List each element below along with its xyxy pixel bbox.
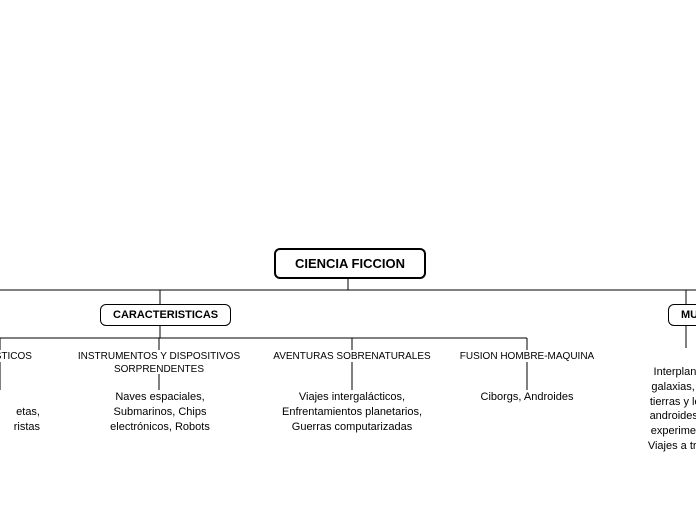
cat-aventuras: AVENTURAS SOBRENATURALES xyxy=(272,350,432,363)
cat-asticos: ASTICOS xyxy=(0,350,40,363)
root-label: CIENCIA FICCION xyxy=(295,256,405,271)
leaf-instrumentos: Naves espaciales, Submarinos, Chips elec… xyxy=(90,390,230,435)
leaf-aventuras: Viajes intergalácticos, Enfrentamientos … xyxy=(277,390,427,435)
branch-mu-label: MU xyxy=(681,309,696,321)
leaf-instrumentos-text: Naves espaciales, Submarinos, Chips elec… xyxy=(110,391,210,433)
cat-asticos-label: ASTICOS xyxy=(0,351,32,362)
leaf-aventuras-text: Viajes intergalácticos, Enfrentamientos … xyxy=(282,391,422,433)
leaf-asticos-text: etas, ristas xyxy=(14,406,40,433)
leaf-asticos: etas, ristas xyxy=(0,390,40,435)
leaf-mu-text: Interplane galaxias, A tierras y los and… xyxy=(648,366,696,452)
leaf-mu: Interplane galaxias, A tierras y los and… xyxy=(618,350,696,454)
branch-caracteristicas: CARACTERISTICAS xyxy=(100,304,231,326)
leaf-fusion: Ciborgs, Androides xyxy=(460,390,594,405)
cat-instrumentos-label: INSTRUMENTOS Y DISPOSITIVOS SORPRENDENTE… xyxy=(78,351,240,375)
cat-fusion-label: FUSION HOMBRE-MAQUINA xyxy=(460,351,594,362)
cat-fusion: FUSION HOMBRE-MAQUINA xyxy=(452,350,602,363)
leaf-fusion-text: Ciborgs, Androides xyxy=(481,391,574,403)
diagram-canvas: CIENCIA FICCION CARACTERISTICAS MU ASTIC… xyxy=(0,0,696,520)
branch-mu: MU xyxy=(668,304,696,326)
cat-instrumentos: INSTRUMENTOS Y DISPOSITIVOS SORPRENDENTE… xyxy=(74,350,244,376)
cat-aventuras-label: AVENTURAS SOBRENATURALES xyxy=(273,351,430,362)
root-node: CIENCIA FICCION xyxy=(274,248,426,279)
branch-caracteristicas-label: CARACTERISTICAS xyxy=(113,309,218,321)
